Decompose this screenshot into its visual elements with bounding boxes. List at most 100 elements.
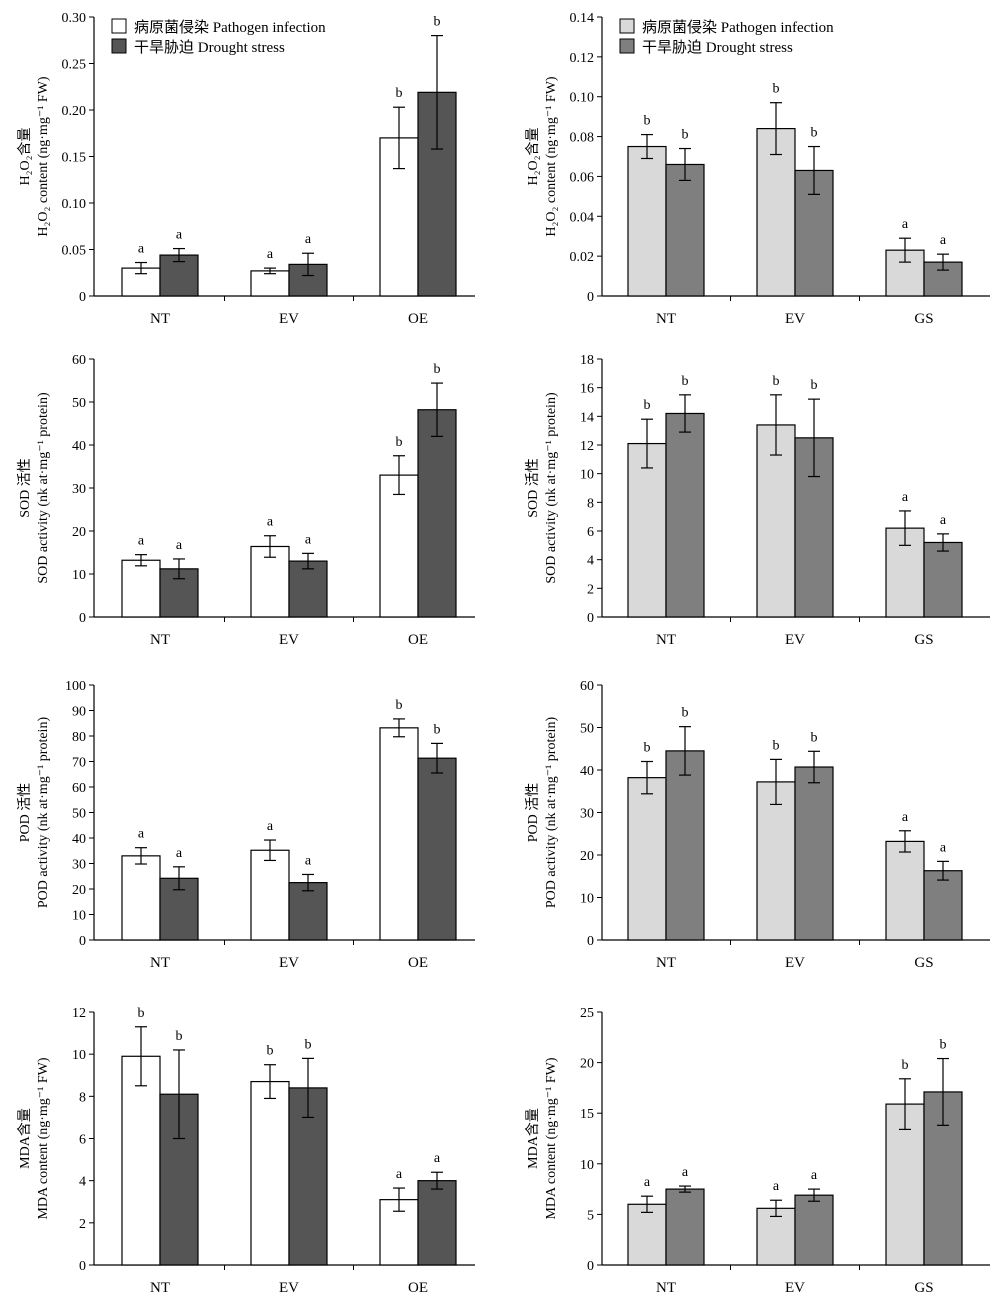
bar	[756, 1207, 796, 1266]
y-tick-label: 80	[72, 730, 86, 745]
x-category-label: EV	[785, 955, 805, 971]
bar	[250, 849, 290, 941]
bar	[665, 163, 705, 297]
bar	[250, 1080, 290, 1266]
y-tick-label: 30	[72, 858, 86, 873]
significance-label: a	[940, 840, 947, 855]
x-category-label: GS	[914, 632, 933, 648]
significance-label: b	[396, 86, 403, 101]
x-category-label: OE	[408, 311, 428, 327]
bar	[121, 1055, 161, 1266]
y-tick-label: 60	[72, 781, 86, 796]
y-tick-label: 10	[72, 1048, 86, 1063]
y-tick-label: 16	[580, 382, 594, 397]
significance-label: b	[811, 378, 818, 393]
x-category-label: NT	[656, 955, 676, 971]
significance-label: a	[305, 532, 312, 547]
bar	[756, 128, 796, 297]
significance-label: b	[434, 722, 441, 737]
y-tick-label: 40	[72, 439, 86, 454]
y-axis-label-en: H₂O₂ content (ng·mg⁻¹ FW)	[36, 76, 51, 236]
y-tick-label: 40	[580, 764, 594, 779]
significance-label: a	[902, 810, 909, 825]
y-tick-label: 20	[580, 849, 594, 864]
y-tick-label: 0.15	[62, 151, 87, 166]
significance-label: a	[773, 1179, 780, 1194]
x-category-label: EV	[279, 955, 299, 971]
bar	[250, 270, 290, 297]
significance-label: b	[644, 398, 651, 413]
significance-label: b	[682, 374, 689, 389]
legend-label: 病原菌侵染 Pathogen infection	[642, 19, 834, 36]
bar	[665, 412, 705, 618]
y-tick-label: 25	[580, 1006, 594, 1021]
significance-label: b	[682, 128, 689, 143]
significance-label: a	[940, 513, 947, 528]
legend-swatch	[111, 38, 127, 54]
y-axis-label-zh: MDA含量	[17, 1108, 33, 1169]
y-tick-label: 0.02	[570, 250, 595, 265]
legend-swatch	[111, 18, 127, 34]
bar	[288, 560, 328, 618]
bar	[885, 840, 925, 941]
chart-right-2: 0 10 20 30 40 50 60 NT EV GS b b a b b a POD 活性 POD activ…	[525, 679, 990, 971]
y-tick-label: 50	[72, 807, 86, 822]
y-tick-label: 30	[72, 482, 86, 497]
significance-label: a	[138, 534, 145, 549]
y-tick-label: 20	[72, 883, 86, 898]
x-category-label: OE	[408, 1280, 428, 1296]
significance-label: a	[267, 247, 274, 262]
bar	[627, 777, 667, 941]
x-category-label: EV	[785, 311, 805, 327]
significance-label: b	[267, 1044, 274, 1059]
y-tick-label: 0	[587, 611, 594, 626]
legend-label: 干旱胁迫 Drought stress	[642, 39, 793, 56]
y-tick-label: 14	[580, 410, 594, 425]
x-category-label: NT	[656, 311, 676, 327]
bar	[665, 1188, 705, 1266]
significance-label: a	[138, 827, 145, 842]
x-category-label: OE	[408, 955, 428, 971]
y-tick-label: 10	[580, 1158, 594, 1173]
significance-label: a	[434, 1151, 441, 1166]
x-category-label: NT	[150, 1280, 170, 1296]
x-category-label: EV	[785, 632, 805, 648]
y-tick-label: 0	[587, 934, 594, 949]
y-axis-label-en: H₂O₂ content (ng·mg⁻¹ FW)	[544, 76, 559, 236]
x-category-label: GS	[914, 955, 933, 971]
y-tick-label: 0	[587, 1259, 594, 1274]
significance-label: a	[811, 1168, 818, 1183]
y-tick-label: 40	[72, 832, 86, 847]
significance-label: a	[176, 538, 183, 553]
bar	[417, 409, 457, 618]
y-tick-label: 4	[587, 554, 594, 569]
y-tick-label: 50	[580, 722, 594, 737]
y-tick-label: 10	[72, 909, 86, 924]
y-axis-label-zh: POD 活性	[525, 783, 541, 843]
y-axis-label-en: SOD activity (nk at·mg⁻¹ protein)	[544, 392, 559, 584]
y-tick-label: 8	[79, 1090, 86, 1105]
significance-label: a	[176, 228, 183, 243]
y-axis-label-zh: H₂O₂含量	[525, 128, 541, 186]
y-axis-label-zh: SOD 活性	[525, 458, 541, 518]
x-category-label: EV	[279, 311, 299, 327]
significance-label: b	[305, 1037, 312, 1052]
y-tick-label: 2	[79, 1217, 86, 1232]
bar	[885, 527, 925, 618]
y-tick-label: 0.30	[62, 11, 87, 26]
bar	[379, 474, 419, 618]
significance-label: b	[811, 730, 818, 745]
y-tick-label: 0	[79, 290, 86, 305]
y-tick-label: 70	[72, 756, 86, 771]
bar	[288, 882, 328, 941]
bar	[379, 727, 419, 941]
y-tick-label: 60	[580, 679, 594, 694]
y-tick-label: 0.05	[62, 244, 87, 259]
bar	[250, 545, 290, 618]
chart-right-0: 0 0.02 0.04 0.06 0.08 0.10 0.12 0.14 NT EV GS b b a b b…	[525, 11, 990, 327]
y-tick-label: 90	[72, 705, 86, 720]
chart-left-0: 0 0.05 0.10 0.15 0.20 0.25 0.30 NT EV OE a a b a a b H₂O…	[17, 11, 475, 327]
significance-label: b	[902, 1058, 909, 1073]
y-axis-label-en: MDA content (ng·mg⁻¹ FW)	[544, 1057, 559, 1219]
